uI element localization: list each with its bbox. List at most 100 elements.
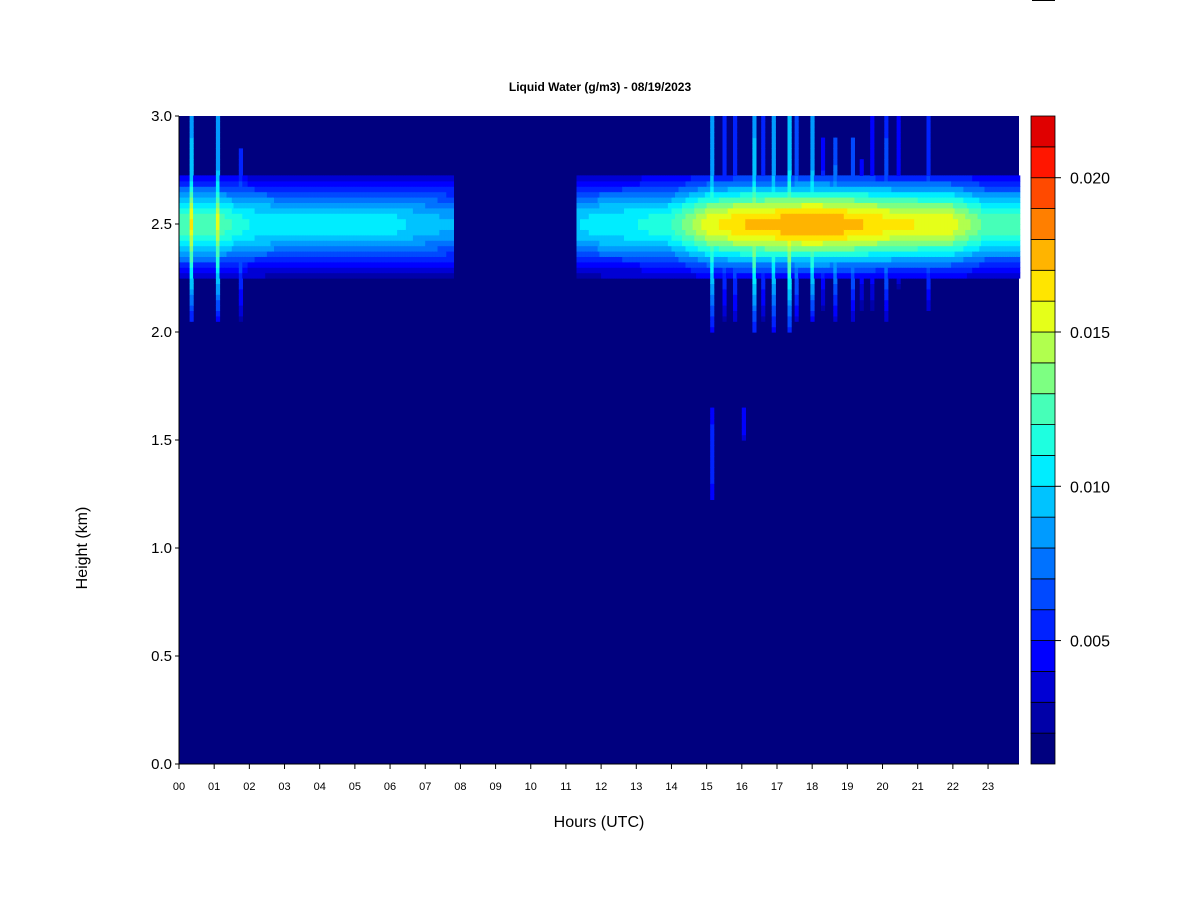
heatmap-cell: [376, 218, 379, 225]
heatmap-cell: [261, 251, 265, 257]
heatmap-cell: [718, 197, 722, 203]
heatmap-cell: [727, 245, 731, 252]
heatmap-cell: [337, 229, 340, 236]
heatmap-cell: [256, 240, 259, 247]
heatmap-cell: [442, 180, 446, 187]
heatmap-cell: [180, 207, 184, 214]
heatmap-cell: [332, 267, 335, 274]
heatmap-cell: [583, 267, 586, 274]
heatmap-cell: [689, 240, 692, 247]
heatmap-cell: [321, 213, 324, 220]
heatmap-cell: [448, 213, 451, 220]
heatmap-cell: [194, 218, 198, 225]
heatmap-cell: [608, 234, 611, 241]
heatmap-cell: [189, 153, 192, 160]
heatmap-cell: [235, 207, 238, 214]
heatmap-cell: [252, 202, 256, 209]
heatmap-cell: [585, 234, 588, 241]
heatmap-cell: [740, 245, 743, 252]
heatmap-cell: [594, 197, 597, 203]
heatmap-cell: [609, 251, 613, 257]
heatmap-cell: [298, 186, 301, 193]
heatmap-cell: [404, 197, 407, 203]
heatmap-cell: [238, 186, 242, 193]
heatmap-cell: [238, 175, 242, 182]
heatmap-cell: [690, 234, 694, 241]
heatmap-cell: [351, 272, 354, 279]
heatmap-cell: [242, 197, 245, 203]
heatmap-cell: [228, 197, 231, 203]
heatmap-cell: [279, 245, 282, 252]
heatmap-cell: [432, 251, 435, 257]
heatmap-cell: [448, 251, 451, 257]
heatmap-cell: [390, 251, 393, 257]
heatmap-cell: [736, 272, 739, 279]
heatmap-cell: [400, 251, 403, 257]
heatmap-cell: [370, 245, 374, 252]
heatmap-cell: [291, 191, 294, 198]
heatmap-cell: [263, 186, 266, 193]
heatmap-cell: [666, 186, 669, 193]
heatmap-cell: [284, 191, 287, 198]
heatmap-cell: [697, 191, 701, 198]
heatmap-cell: [376, 234, 379, 241]
heatmap-cell: [660, 256, 664, 263]
heatmap-cell: [442, 191, 446, 198]
heatmap-cell: [407, 186, 410, 193]
heatmap-cell: [583, 234, 586, 241]
heatmap-cell: [634, 224, 637, 230]
heatmap-cell: [397, 229, 400, 236]
heatmap-cell: [330, 197, 333, 203]
heatmap-cell: [427, 234, 430, 241]
heatmap-cell: [587, 256, 590, 263]
heatmap-cell: [734, 132, 738, 139]
heatmap-cell: [212, 245, 215, 252]
heatmap-cell: [689, 261, 692, 268]
heatmap-cell: [189, 186, 192, 193]
heatmap-cell: [641, 180, 644, 187]
heatmap-cell: [578, 197, 581, 203]
heatmap-cell: [585, 240, 588, 247]
heatmap-cell: [187, 234, 191, 241]
heatmap-cell: [193, 175, 196, 182]
heatmap-cell: [207, 234, 210, 241]
heatmap-cell: [295, 245, 298, 252]
heatmap-cell: [300, 272, 303, 279]
heatmap-cell: [263, 191, 266, 198]
heatmap-cell: [711, 461, 715, 468]
heatmap-cell: [230, 267, 233, 274]
heatmap-cell: [339, 197, 342, 203]
heatmap-cell: [231, 197, 235, 203]
heatmap-cell: [659, 234, 662, 241]
heatmap-cell: [673, 224, 676, 230]
heatmap-cell: [606, 251, 609, 257]
heatmap-cell: [205, 186, 208, 193]
heatmap-cell: [731, 267, 734, 274]
heatmap-cell: [704, 240, 708, 247]
heatmap-cell: [194, 224, 198, 230]
heatmap-cell: [708, 224, 711, 230]
heatmap-cell: [675, 191, 678, 198]
heatmap-cell: [683, 229, 687, 236]
heatmap-cell: [711, 116, 715, 122]
heatmap-cell: [578, 202, 581, 209]
heatmap-cell: [606, 234, 609, 241]
heatmap-cell: [377, 175, 381, 182]
heatmap-cell: [441, 175, 444, 182]
heatmap-cell: [391, 261, 395, 268]
heatmap-cell: [214, 207, 217, 214]
heatmap-cell: [701, 186, 704, 193]
heatmap-cell: [611, 175, 615, 182]
heatmap-cell: [342, 224, 345, 230]
heatmap-cell: [201, 186, 205, 193]
heatmap-cell: [430, 186, 433, 193]
heatmap-cell: [733, 305, 736, 311]
heatmap-cell: [242, 272, 245, 279]
heatmap-cell: [316, 261, 319, 268]
heatmap-cell: [189, 256, 192, 263]
heatmap-cell: [208, 251, 212, 257]
heatmap-cell: [671, 240, 674, 247]
heatmap-cell: [356, 202, 359, 209]
heatmap-cell: [328, 234, 331, 241]
heatmap-cell: [189, 164, 192, 171]
